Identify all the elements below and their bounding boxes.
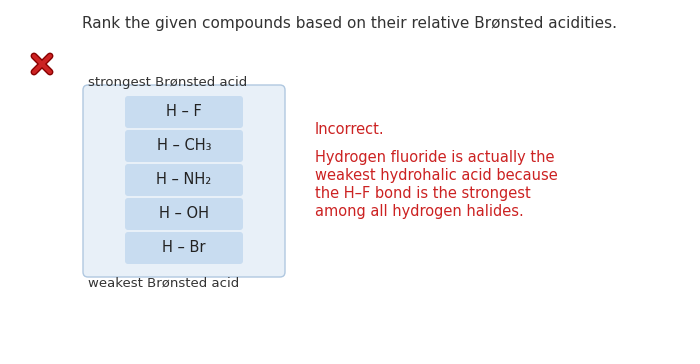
Text: Hydrogen fluoride is actually the: Hydrogen fluoride is actually the (315, 150, 554, 165)
FancyBboxPatch shape (125, 198, 243, 230)
Text: weakest hydrohalic acid because: weakest hydrohalic acid because (315, 168, 558, 183)
Text: H – NH₂: H – NH₂ (156, 173, 211, 187)
Text: weakest Brønsted acid: weakest Brønsted acid (88, 277, 239, 290)
FancyBboxPatch shape (125, 232, 243, 264)
Text: H – Br: H – Br (162, 241, 206, 256)
Text: H – OH: H – OH (159, 206, 209, 222)
Text: Rank the given compounds based on their relative Brønsted acidities.: Rank the given compounds based on their … (83, 16, 617, 31)
Text: Incorrect.: Incorrect. (315, 122, 384, 137)
FancyBboxPatch shape (125, 164, 243, 196)
FancyBboxPatch shape (125, 130, 243, 162)
FancyBboxPatch shape (125, 96, 243, 128)
Text: H – F: H – F (166, 104, 202, 119)
Text: H – CH₃: H – CH₃ (157, 138, 211, 154)
FancyBboxPatch shape (83, 85, 285, 277)
Text: the H–F bond is the strongest: the H–F bond is the strongest (315, 186, 531, 201)
Text: among all hydrogen halides.: among all hydrogen halides. (315, 204, 524, 219)
Text: strongest Brønsted acid: strongest Brønsted acid (88, 76, 247, 89)
